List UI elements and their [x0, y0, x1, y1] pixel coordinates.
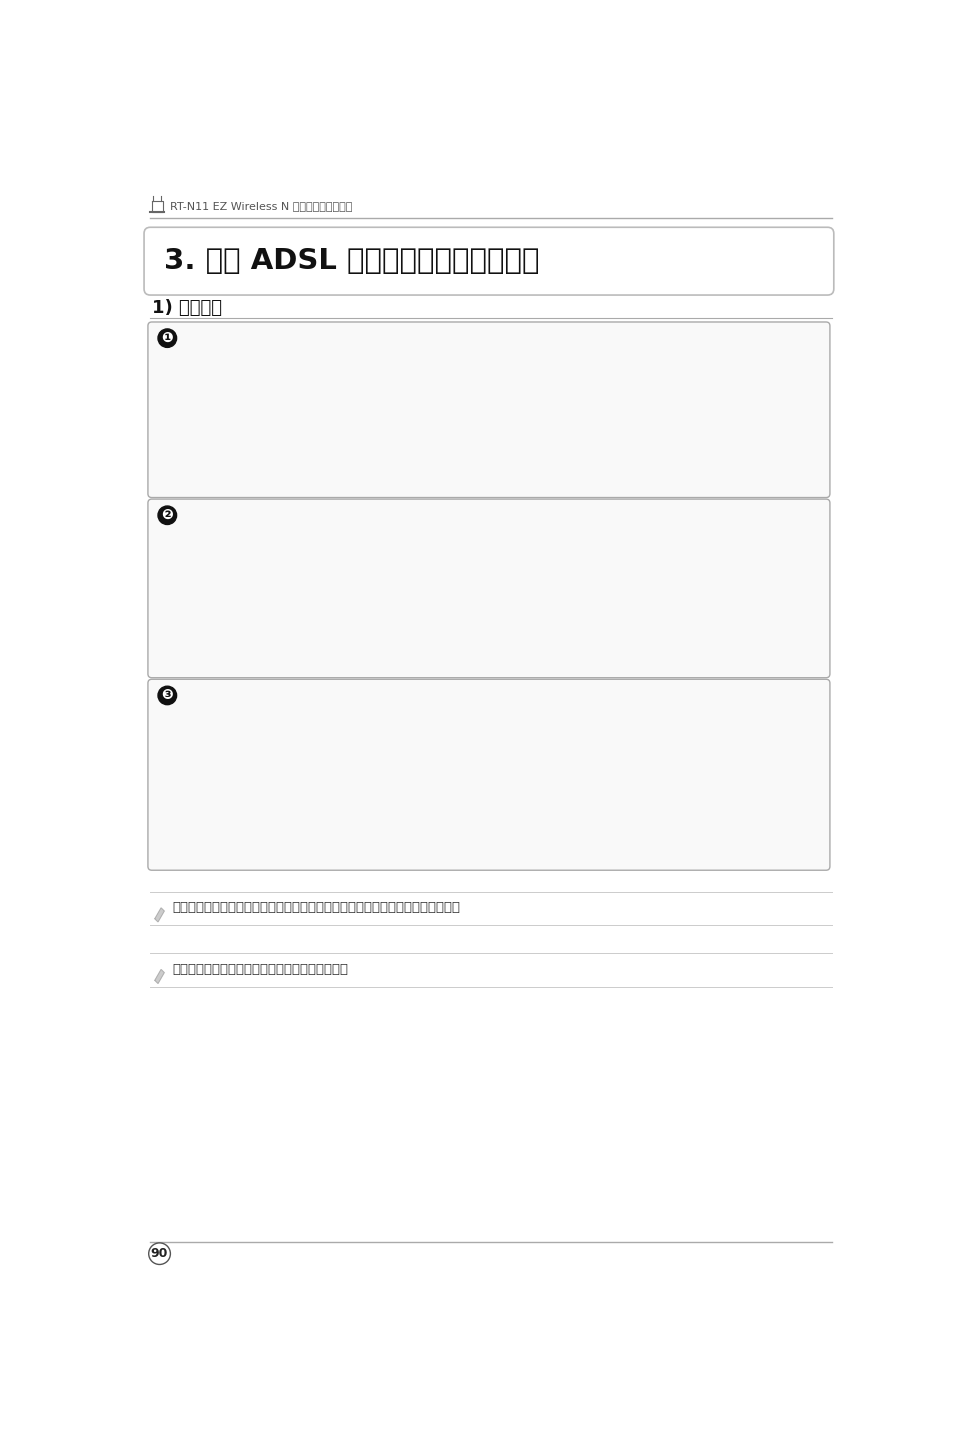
Text: ❷: ❷ — [161, 508, 173, 523]
Text: 90: 90 — [151, 1247, 168, 1260]
Circle shape — [158, 329, 176, 348]
FancyBboxPatch shape — [148, 500, 829, 677]
Text: 注意：请仅使用包装内含的电源适配器。使用其他电源适配器可能损坏您的设备。: 注意：请仅使用包装内含的电源适配器。使用其他电源适配器可能损坏您的设备。 — [172, 902, 459, 915]
Text: 注意：以上图示仅供参考。产品外观以实物为准。: 注意：以上图示仅供参考。产品外观以实物为准。 — [172, 964, 348, 977]
Text: RT-N11 EZ Wireless N 路由器快速使用指南: RT-N11 EZ Wireless N 路由器快速使用指南 — [170, 200, 352, 211]
Polygon shape — [154, 908, 164, 922]
Circle shape — [158, 686, 176, 705]
FancyBboxPatch shape — [148, 322, 829, 497]
Text: ❸: ❸ — [161, 689, 173, 703]
Text: 3. 连接 ADSL 调制解调器和无线路由器: 3. 连接 ADSL 调制解调器和无线路由器 — [164, 248, 539, 275]
Text: ❶: ❶ — [161, 331, 173, 345]
FancyBboxPatch shape — [144, 228, 833, 295]
Polygon shape — [154, 969, 164, 984]
Circle shape — [149, 1243, 171, 1264]
Circle shape — [158, 505, 176, 524]
Text: 1) 连接线缆: 1) 连接线缆 — [152, 299, 221, 316]
FancyBboxPatch shape — [148, 679, 829, 871]
